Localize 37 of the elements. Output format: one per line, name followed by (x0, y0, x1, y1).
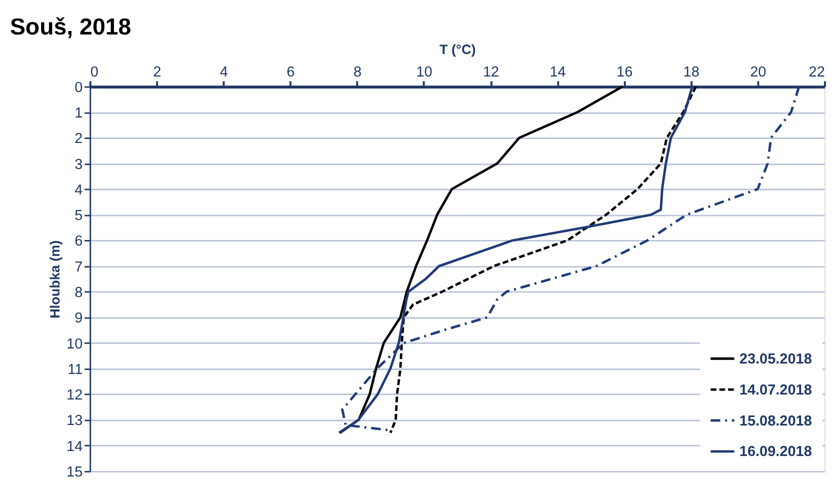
y-tick-label: 1 (74, 106, 83, 122)
x-tick-label: 12 (482, 64, 500, 80)
y-tick-label: 15 (66, 464, 83, 481)
y-tick-label: 10 (66, 336, 83, 352)
y-tick-label: 7 (74, 259, 83, 276)
line-series (338, 85, 624, 434)
x-tick-label: 16 (616, 64, 633, 80)
x-tick-label: 22 (808, 64, 825, 80)
legend-label: 14.07.2018 (739, 382, 812, 398)
x-tick-label: 8 (353, 64, 362, 80)
y-tick-label: 4 (74, 182, 83, 198)
y-tick-label: 11 (68, 362, 83, 378)
x-tick-label: 18 (683, 64, 700, 80)
x-tick-label: 10 (416, 64, 432, 80)
legend-label: 16.09.2018 (739, 444, 812, 460)
x-tick-label: 20 (750, 64, 766, 80)
y-tick-label: 12 (66, 388, 83, 404)
x-tick-label: 2 (153, 64, 162, 80)
x-tick-label: 0 (90, 64, 98, 80)
y-tick-label: 2 (74, 131, 83, 148)
y-tick-label: 3 (74, 156, 83, 173)
y-tick-label: 14 (66, 438, 83, 455)
legend-label: 15.08.2018 (739, 413, 812, 430)
y-tick-label: 6 (74, 234, 83, 250)
y-tick-label: 8 (74, 285, 83, 302)
y-axis-title: Hloubka (m) (48, 240, 63, 318)
x-tick-label: 14 (550, 64, 566, 80)
y-tick-label: 13 (66, 413, 83, 430)
x-tick-label: 6 (286, 64, 295, 80)
y-tick-label: 9 (74, 310, 83, 327)
legend-label: 23.05.2018 (739, 351, 812, 368)
y-tick-label: 0 (74, 80, 83, 96)
chart-title: Souš, 2018 (10, 13, 132, 40)
x-tick-label: 4 (220, 64, 228, 80)
line-series (389, 85, 698, 434)
y-tick-label: 5 (74, 208, 83, 224)
x-axis-title: T (°C) (440, 42, 476, 58)
